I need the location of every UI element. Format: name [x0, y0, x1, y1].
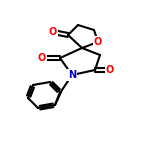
Text: O: O — [106, 65, 114, 75]
Text: O: O — [38, 53, 46, 63]
Text: N: N — [68, 70, 76, 80]
Text: O: O — [94, 37, 102, 47]
Text: O: O — [49, 27, 57, 37]
